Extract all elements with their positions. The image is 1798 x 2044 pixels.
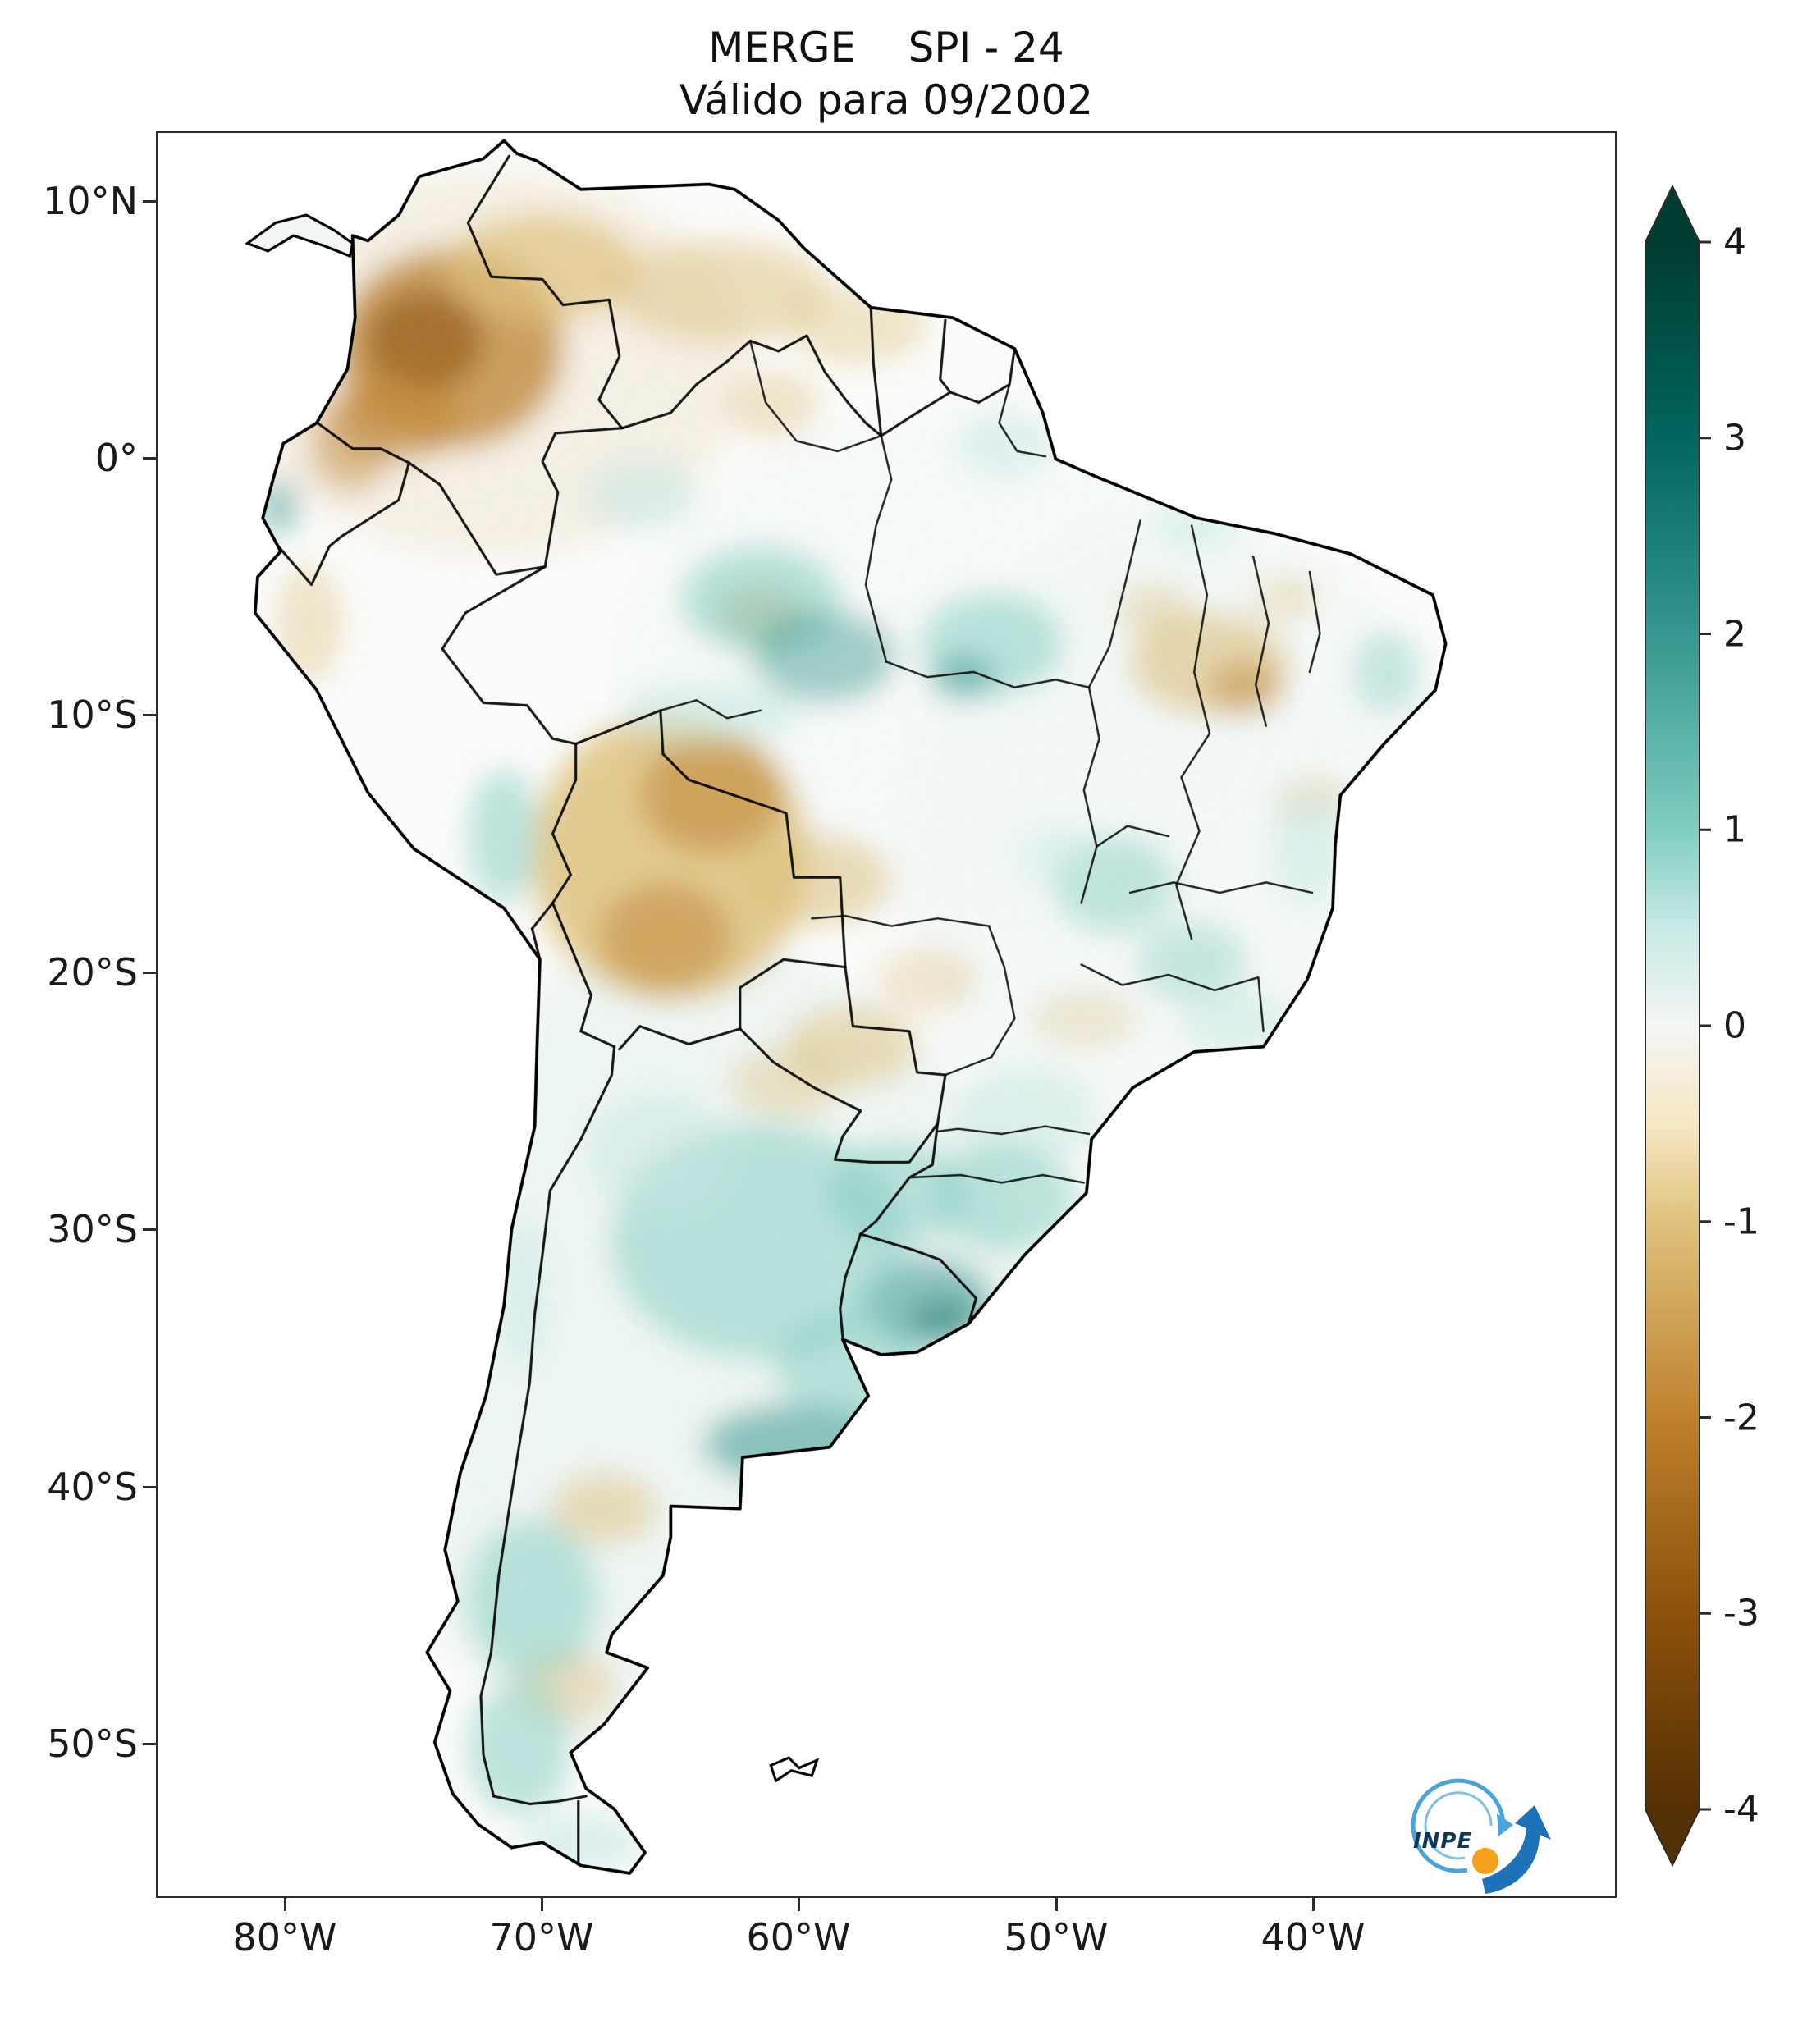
map-svg [245, 139, 1448, 1875]
spi-anomaly-field [247, 140, 1446, 1873]
panama-landmass [245, 213, 355, 258]
colorbar-tick-label: 0 [1723, 1004, 1746, 1047]
inpe-logo-swirl-icon [1411, 1778, 1513, 1873]
country-borders [277, 154, 1016, 1870]
inpe-logo-arrow-icon [1482, 1805, 1551, 1894]
y-axis-tick-mark [143, 1486, 156, 1488]
y-axis-tick-mark [143, 714, 156, 716]
y-axis-tick-mark [143, 1743, 156, 1745]
coastline [253, 139, 1448, 1875]
y-axis-tick-label: 50°S [47, 1722, 138, 1766]
plot-subtitle: Válido para 09/2002 [679, 76, 1094, 124]
y-axis-tick-mark [143, 457, 156, 460]
x-axis-tick-mark [541, 1898, 543, 1911]
colorbar-tick-label: 3 [1723, 417, 1746, 460]
y-axis-tick-label: 30°S [47, 1207, 138, 1251]
colorbar [1637, 184, 1793, 1868]
y-axis-tick-label: 10°N [43, 179, 138, 223]
colorbar-bar [1645, 184, 1711, 1868]
colorbar-tick-label: 4 [1723, 221, 1746, 263]
inpe-logo-globe-icon [1472, 1848, 1498, 1874]
x-axis-tick-mark [798, 1898, 800, 1911]
y-axis-tick-label: 40°S [47, 1465, 138, 1509]
y-axis-tick-mark [143, 200, 156, 203]
state-borders [659, 340, 1321, 1184]
plot-title: MERGE SPI - 24 [708, 24, 1064, 71]
y-axis-tick-label: 0° [94, 436, 138, 480]
y-axis-tick-label: 10°S [47, 693, 138, 737]
inpe-logo: INPE [1389, 1764, 1553, 1904]
x-axis-tick-label: 40°W [1260, 1915, 1366, 1959]
colorbar-tick-label: -2 [1723, 1397, 1759, 1439]
x-axis-tick-mark [1055, 1898, 1058, 1911]
colorbar-tick-label: 2 [1723, 613, 1746, 656]
falkland-islands [769, 1756, 820, 1783]
x-axis-tick-mark [284, 1898, 286, 1911]
y-axis-tick-mark [143, 972, 156, 974]
map-frame [156, 131, 1617, 1898]
x-axis-tick-label: 60°W [746, 1915, 851, 1959]
y-axis-tick-mark [143, 1228, 156, 1231]
colorbar-tick-label: 1 [1723, 808, 1746, 851]
x-axis-tick-label: 50°W [1004, 1915, 1109, 1959]
x-axis-tick-mark [1312, 1898, 1315, 1911]
x-axis-tick-label: 80°W [232, 1915, 337, 1959]
inpe-logo-text: INPE [1413, 1829, 1472, 1854]
colorbar-tick-label: -4 [1723, 1788, 1759, 1831]
y-axis-tick-label: 20°S [47, 950, 138, 995]
x-axis-tick-label: 70°W [489, 1915, 594, 1959]
colorbar-tick-label: -3 [1723, 1592, 1759, 1635]
colorbar-tick-label: -1 [1723, 1200, 1759, 1243]
